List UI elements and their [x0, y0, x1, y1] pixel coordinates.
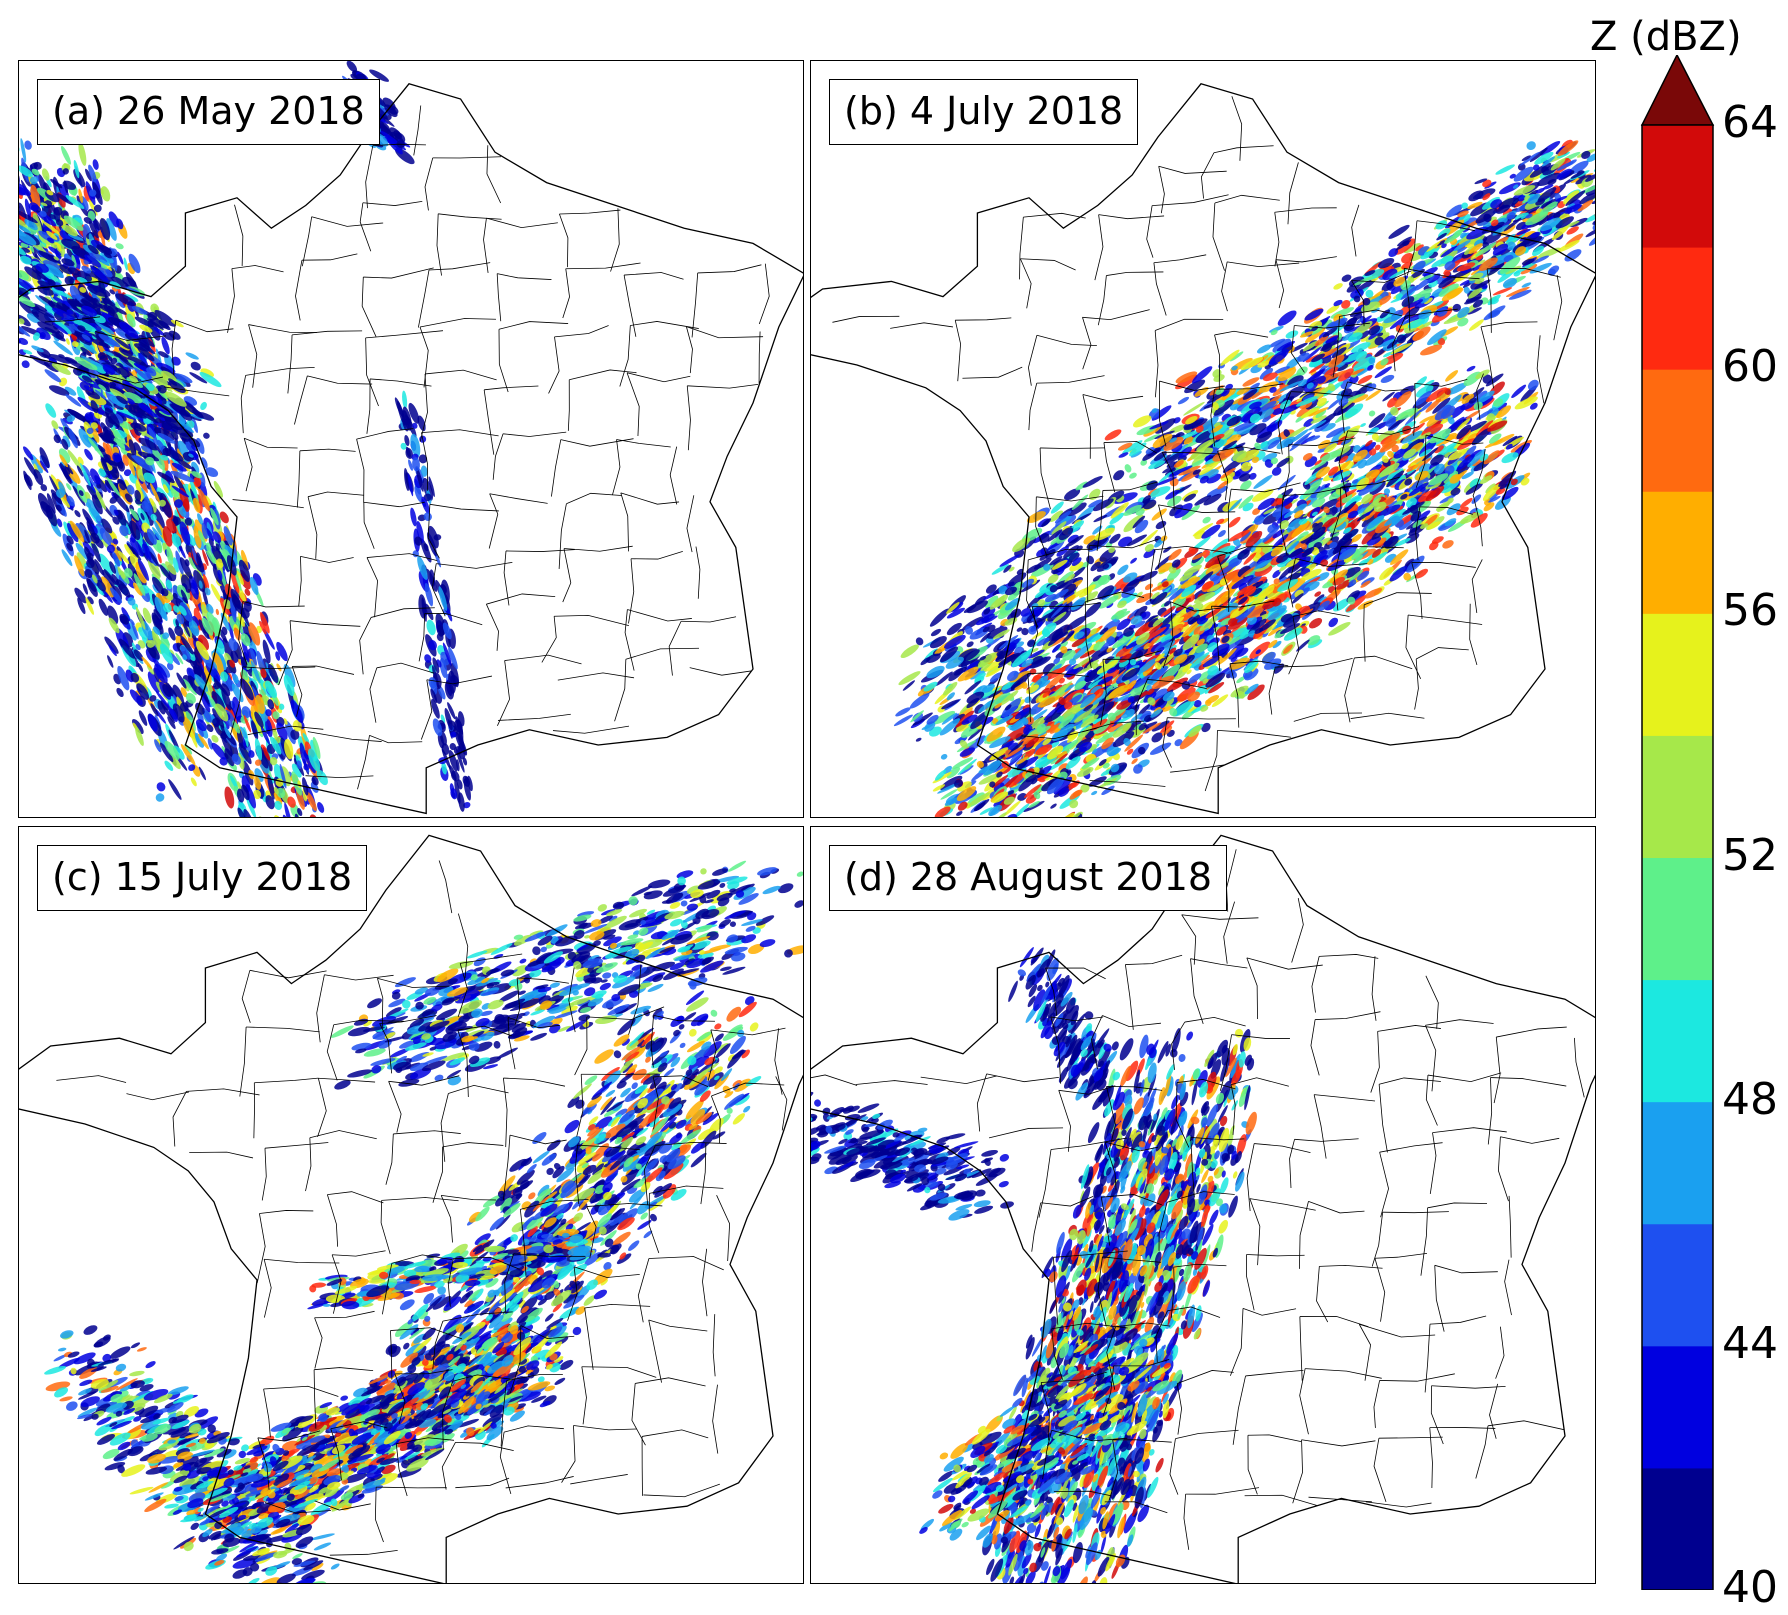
department-boundaries [811, 849, 1585, 1550]
colorbar-frame [1641, 124, 1714, 1590]
colorbar-segment [1642, 1101, 1713, 1225]
colorbar-extend-triangle [1640, 55, 1715, 126]
panel-label-b: (b) 4 July 2018 [829, 79, 1139, 145]
reflectivity-colorbar [1640, 55, 1715, 1590]
radar-echoes [19, 61, 473, 817]
colorbar-segment [1642, 1223, 1713, 1347]
map-panel-a: (a) 26 May 2018 [18, 60, 804, 818]
colorbar-segment [1642, 1345, 1713, 1469]
panel-label-c: (c) 15 July 2018 [37, 845, 368, 911]
france-coastline [811, 83, 1595, 815]
france-coastline [811, 834, 1595, 1583]
colorbar-segment [1642, 491, 1713, 614]
map-panel-c: (c) 15 July 2018 [18, 826, 804, 1584]
colorbar-title: Z (dBZ) [1590, 14, 1742, 60]
colorbar-segment [1642, 857, 1713, 981]
colorbar-tick-label: 44 [1722, 1317, 1778, 1369]
colorbar-tick-label: 60 [1722, 341, 1778, 393]
colorbar-tick-label: 52 [1722, 829, 1778, 881]
colorbar-tick-label: 48 [1722, 1073, 1778, 1125]
radar-echoes [811, 947, 1257, 1583]
department-boundaries [56, 860, 788, 1556]
department-boundaries [44, 105, 770, 790]
radar-map-d [811, 834, 1595, 1583]
radar-echoes [893, 139, 1595, 817]
colorbar-segment [1642, 125, 1713, 248]
colorbar-segment [1642, 613, 1713, 736]
colorbar-segment [1642, 735, 1713, 858]
france-coastline [19, 834, 803, 1583]
colorbar-segment [1642, 1467, 1713, 1590]
radar-map-a [19, 61, 803, 817]
panel-label-a: (a) 26 May 2018 [37, 79, 380, 145]
colorbar-tick-label: 64 [1722, 97, 1778, 148]
france-coastline [19, 83, 803, 815]
colorbar-segment [1642, 369, 1713, 492]
colorbar-segment [1642, 247, 1713, 370]
department-boundaries [832, 96, 1563, 792]
radar-map-b [811, 83, 1595, 817]
map-panel-b: (b) 4 July 2018 [810, 60, 1596, 818]
map-panel-d: (d) 28 August 2018 [810, 826, 1596, 1584]
colorbar-tick-label: 40 [1722, 1562, 1778, 1613]
radar-map-c [19, 834, 803, 1583]
radar-echoes [44, 860, 803, 1583]
colorbar-segment [1642, 979, 1713, 1103]
colorbar-tick-label: 56 [1722, 585, 1778, 637]
panel-label-d: (d) 28 August 2018 [829, 845, 1228, 911]
